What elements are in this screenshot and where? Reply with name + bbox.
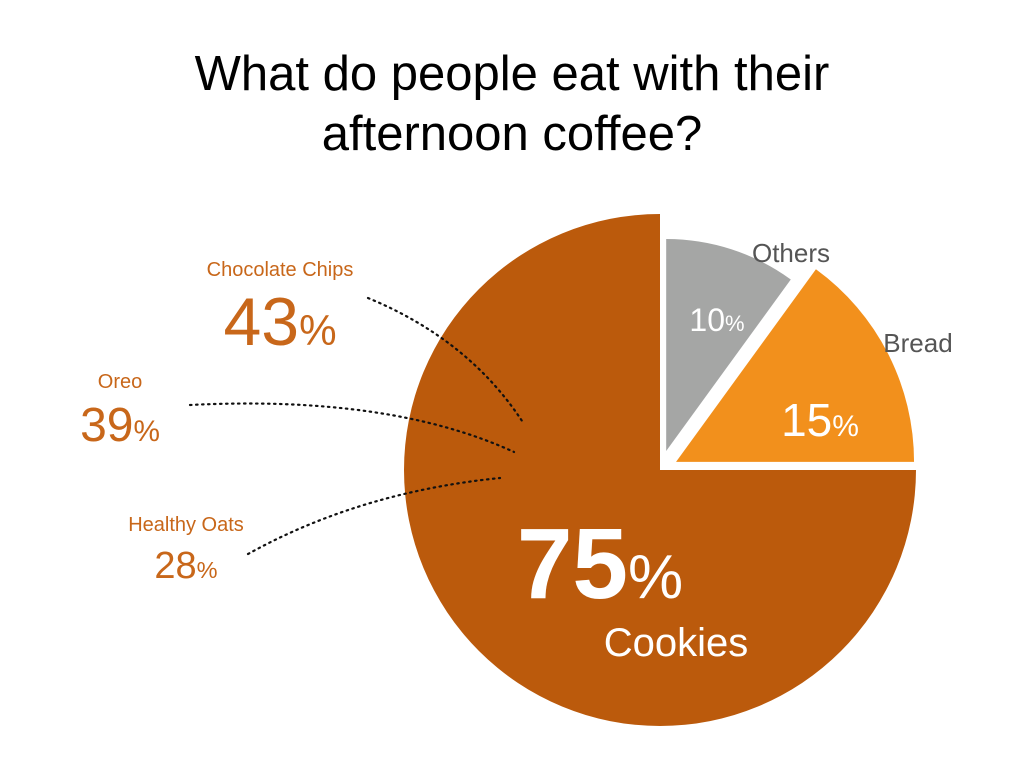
breakdown-healthy-oats: Healthy Oats 28% — [106, 513, 266, 585]
pie-slice-others — [666, 238, 791, 451]
slice-label-cookies: Cookies — [604, 621, 749, 665]
slice-label-others: Others — [752, 238, 830, 268]
slice-value-others: 10% — [689, 302, 744, 338]
breakdown-value: 43% — [223, 284, 337, 360]
breakdown-label: Healthy Oats — [128, 514, 244, 536]
breakdown-chocolate-chips: Chocolate Chips 43% — [180, 258, 380, 356]
pie-slice-bread — [676, 269, 915, 462]
pie-slice-cookies — [404, 214, 916, 726]
breakdown-value: 28% — [154, 545, 218, 587]
breakdown-label: Chocolate Chips — [206, 259, 354, 281]
callout-line-healthy-oats — [246, 476, 502, 556]
title-line-2: afternoon coffee? — [321, 107, 703, 161]
breakdown-value: 39% — [80, 399, 160, 452]
slice-value-bread: 15% — [781, 394, 859, 446]
slice-label-bread: Bread — [883, 328, 952, 358]
breakdown-label: Oreo — [97, 371, 143, 393]
chart-title: What do people eat with their afternoon … — [0, 44, 1024, 164]
callout-line-chocolate-chips — [366, 296, 526, 426]
slice-value-cookies: 75% — [517, 508, 683, 620]
breakdown-oreo: Oreo 39% — [40, 370, 200, 450]
title-line-1: What do people eat with their — [194, 47, 830, 101]
callout-line-oreo — [188, 402, 516, 454]
